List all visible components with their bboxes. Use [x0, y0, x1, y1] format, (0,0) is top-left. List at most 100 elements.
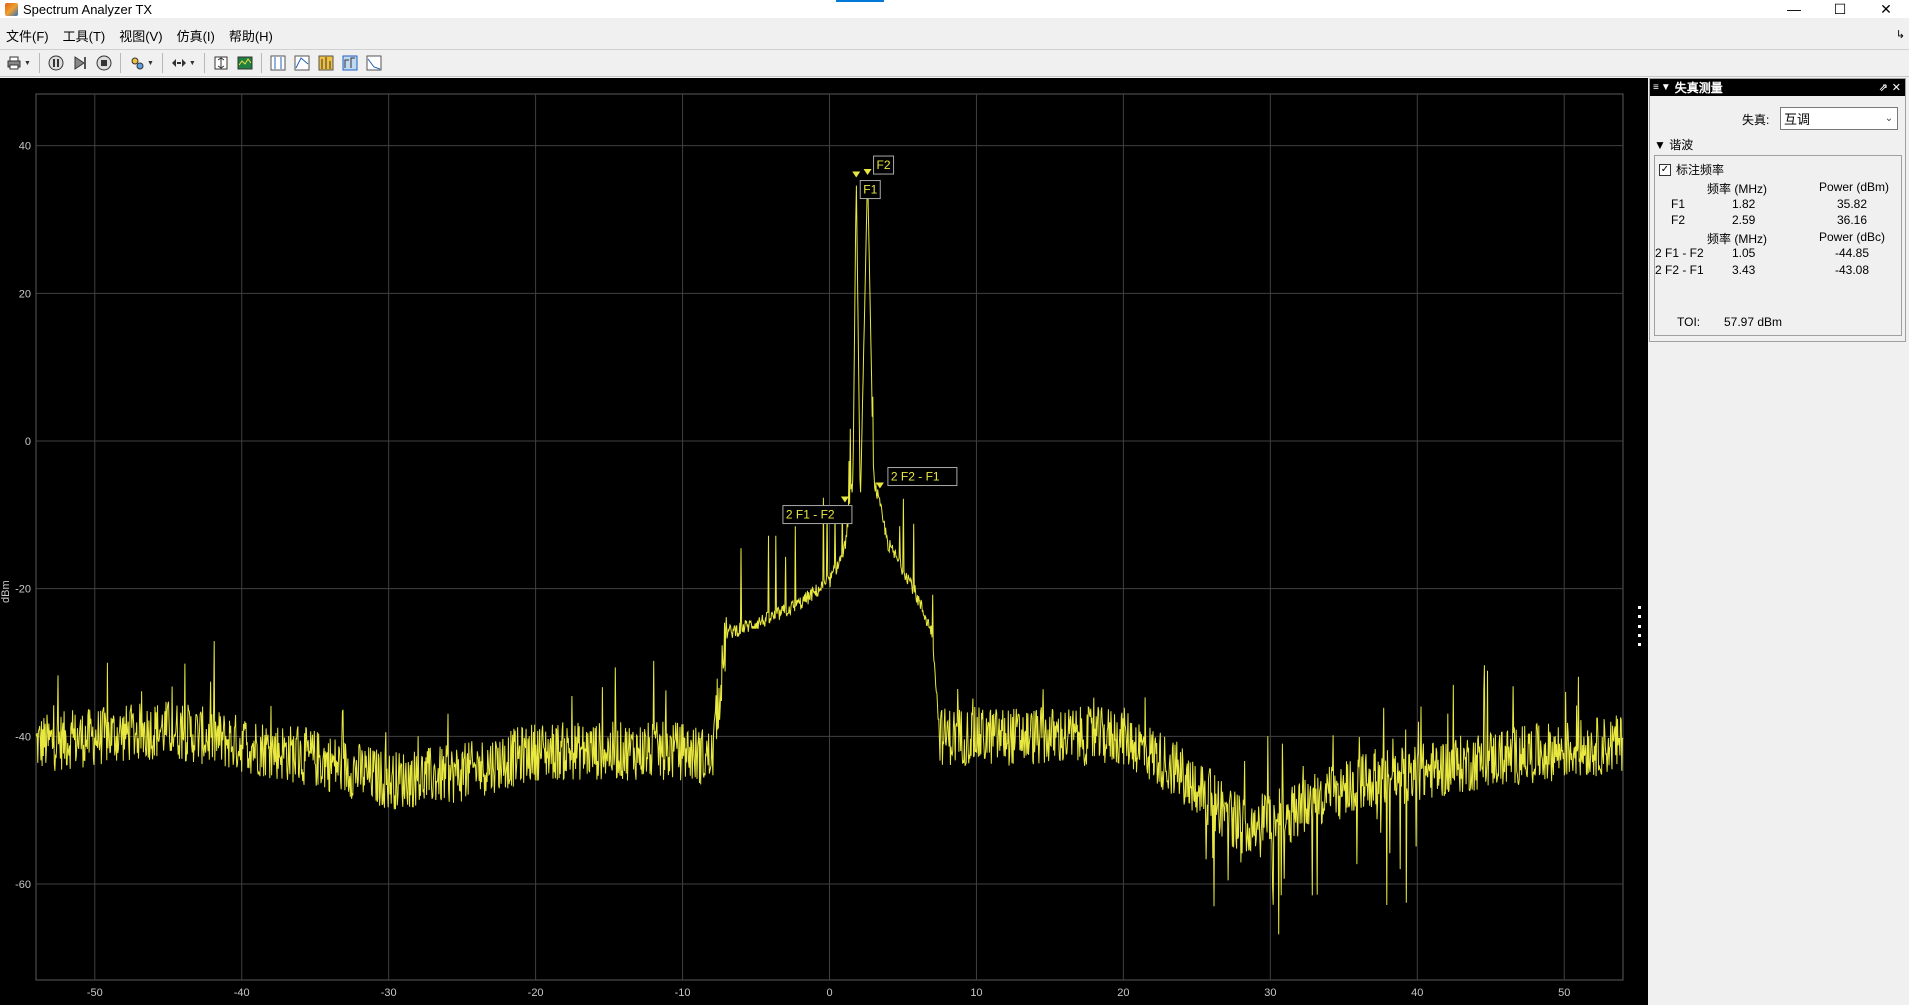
- imd-name-2f2-f1: 2 F2 - F1: [1655, 263, 1704, 277]
- dock-pin-icon[interactable]: ↳: [1895, 29, 1905, 41]
- side-panel: ≡ ▼ 失真测量 ⇗ ✕ 失真: 互调 ⌄ ▼ 谐波 ✓ 标注频率: [1648, 78, 1909, 1005]
- toi-label: TOI:: [1677, 315, 1701, 329]
- panel-header: ≡ ▼ 失真测量 ⇗ ✕: [1650, 79, 1905, 96]
- distortion-measurement-panel: ≡ ▼ 失真测量 ⇗ ✕ 失真: 互调 ⌄ ▼ 谐波 ✓ 标注频率: [1649, 78, 1906, 342]
- imd-freq-2f1-f2: 1.05: [1732, 246, 1756, 260]
- harmonics-section-toggle[interactable]: ▼ 谐波: [1654, 136, 1693, 153]
- toolbar: ▼ ▼ ▼: [0, 49, 1909, 77]
- matlab-app-icon: [5, 2, 18, 16]
- fund-freq-f2: 2.59: [1732, 213, 1756, 227]
- panel-splitter-handle[interactable]: [1636, 606, 1642, 646]
- fund-power-f2: 36.16: [1837, 213, 1868, 227]
- menu-help[interactable]: 帮助(H): [228, 28, 273, 44]
- fund-power-header: Power (dBm): [1819, 180, 1890, 194]
- imd-power-2f1-f2: -44.85: [1835, 246, 1870, 260]
- label-frequencies-label: 标注频率: [1676, 163, 1725, 177]
- menu-view[interactable]: 视图(V): [119, 28, 163, 44]
- x-tick-label: 40: [1411, 987, 1423, 999]
- y-tick-label: 40: [19, 141, 31, 153]
- print-dropdown-icon[interactable]: ▼: [24, 59, 31, 67]
- fund-freq-header: 频率 (MHz): [1707, 182, 1767, 196]
- toolbar-separator: [119, 53, 121, 73]
- stop-icon[interactable]: [94, 53, 114, 73]
- menu-bar: 文件(F) 工具(T) 视图(V) 仿真(I) 帮助(H) ↳: [0, 24, 1909, 46]
- toolbar-separator: [38, 53, 40, 73]
- chevron-down-icon[interactable]: ⌄: [1884, 113, 1894, 124]
- distortion-row: 失真: 互调 ⌄: [1650, 107, 1905, 131]
- x-tick-label: 30: [1264, 987, 1276, 999]
- zoom-dropdown-icon[interactable]: ▼: [188, 59, 196, 67]
- toolbar-separator: [203, 53, 205, 73]
- x-tick-label: 20: [1117, 987, 1129, 999]
- x-tick-label: 0: [826, 987, 832, 999]
- fund-name-f1: F1: [1671, 197, 1686, 211]
- step-forward-icon[interactable]: [70, 53, 90, 73]
- marker-label: F2: [877, 158, 891, 172]
- zoom-icon[interactable]: [169, 53, 189, 73]
- y-tick-label: 20: [19, 288, 31, 300]
- ccdf-icon[interactable]: [340, 53, 360, 73]
- x-tick-label: -30: [381, 987, 397, 999]
- distortion-type-value: 互调: [1784, 112, 1811, 127]
- distortion-label: 失真:: [1742, 112, 1770, 127]
- toolbar-separator: [161, 53, 163, 73]
- toolbar-separator: [260, 53, 262, 73]
- label-frequencies-option[interactable]: ✓ 标注频率: [1659, 161, 1724, 178]
- marker-triangle: [840, 496, 849, 503]
- highlight-dropdown-icon[interactable]: ▼: [146, 59, 154, 67]
- panel-collapse-icon[interactable]: ▼: [1660, 82, 1671, 93]
- marker-label-box: [782, 505, 853, 525]
- marker-label: 2 F1 - F2: [786, 508, 835, 522]
- x-tick-label: -10: [675, 987, 691, 999]
- imd-power-header: Power (dBc): [1819, 230, 1886, 244]
- y-tick-label: 0: [25, 436, 31, 448]
- minimize-icon[interactable]: —: [1787, 1, 1801, 17]
- close-icon[interactable]: ✕: [1880, 0, 1892, 17]
- channel-measure-icon[interactable]: [292, 53, 312, 73]
- window-title: Spectrum Analyzer TX: [23, 1, 153, 17]
- peak-finder-icon[interactable]: [364, 53, 384, 73]
- window-controls: — ☐ ✕: [1771, 0, 1909, 18]
- menu-simulation[interactable]: 仿真(I): [176, 28, 215, 44]
- section-expand-icon[interactable]: ▼: [1654, 138, 1666, 152]
- menu-file[interactable]: 文件(F): [6, 28, 49, 44]
- menu-tools[interactable]: 工具(T): [62, 28, 106, 44]
- settings-icon[interactable]: [235, 53, 255, 73]
- title-bar: Spectrum Analyzer TX — ☐ ✕: [0, 0, 1909, 18]
- highlight-signal-icon[interactable]: [127, 53, 147, 73]
- imd-power-2f2-f1: -43.08: [1835, 263, 1870, 277]
- x-tick-label: -20: [528, 987, 544, 999]
- fund-power-f1: 35.82: [1837, 197, 1868, 211]
- imd-freq-header: 频率 (MHz): [1707, 232, 1767, 246]
- imd-freq-2f2-f1: 3.43: [1732, 263, 1756, 277]
- x-tick-label: -50: [87, 987, 103, 999]
- fund-freq-f1: 1.82: [1732, 197, 1756, 211]
- panel-title: 失真测量: [1674, 81, 1723, 95]
- harmonics-section-label: 谐波: [1669, 138, 1694, 152]
- maximize-icon[interactable]: ☐: [1833, 0, 1847, 17]
- marker-triangle: [852, 171, 861, 178]
- distortion-type-select[interactable]: 互调 ⌄: [1780, 107, 1898, 130]
- spectrum-plot-svg[interactable]: -50 -40 -30 -20 -10 0 10 20 30 40 50 40 20 0 -20 -40 -60…: [0, 78, 1648, 1005]
- panel-menu-icon[interactable]: ≡: [1653, 82, 1659, 93]
- pause-icon[interactable]: [46, 53, 66, 73]
- scale-axes-icon[interactable]: [211, 53, 231, 73]
- fund-name-f2: F2: [1671, 213, 1686, 227]
- print-icon[interactable]: [4, 53, 24, 73]
- marker-triangle: [863, 169, 872, 176]
- distortion-measure-icon[interactable]: [316, 53, 336, 73]
- y-tick-label: -60: [15, 879, 31, 891]
- panel-close-icon[interactable]: ✕: [1891, 82, 1901, 94]
- marker-label-box: [859, 180, 881, 200]
- marker-label-box: [887, 467, 958, 487]
- toi-value: 57.97 dBm: [1724, 315, 1783, 329]
- spectrum-plot-area[interactable]: -50 -40 -30 -20 -10 0 10 20 30 40 50 40 20 0 -20 -40 -60…: [0, 78, 1648, 1005]
- marker-label: F1: [863, 183, 877, 197]
- imd-name-2f1-f2: 2 F1 - F2: [1655, 246, 1704, 260]
- y-tick-label: -40: [15, 731, 31, 743]
- label-frequencies-checkbox[interactable]: ✓: [1659, 163, 1671, 176]
- panel-undock-icon[interactable]: ⇗: [1878, 82, 1888, 94]
- title-accent-bar: [836, 0, 884, 2]
- x-tick-label: -40: [234, 987, 250, 999]
- cursor-measure-icon[interactable]: [268, 53, 288, 73]
